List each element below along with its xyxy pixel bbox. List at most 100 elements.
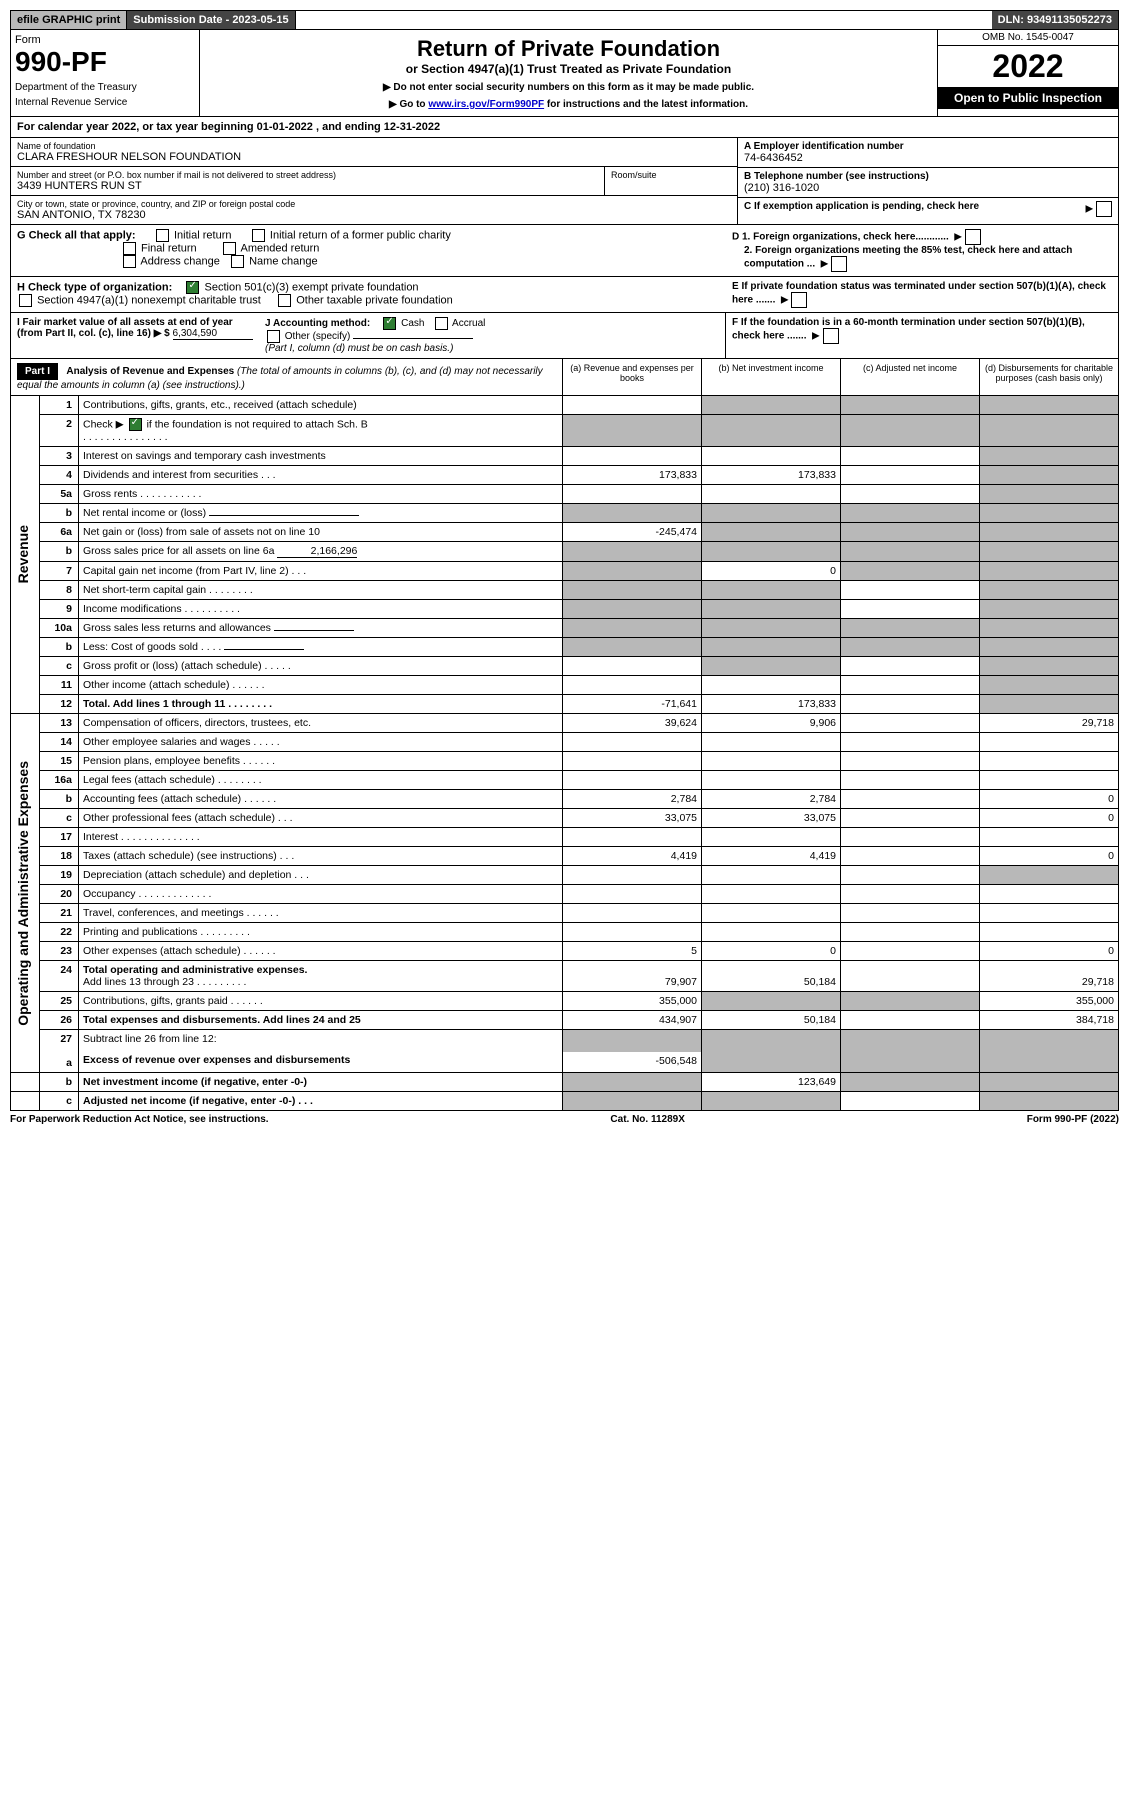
amended-return-checkbox[interactable] — [223, 242, 236, 255]
line-25-desc: Contributions, gifts, grants paid . . . … — [79, 992, 563, 1011]
section-ij-f: I Fair market value of all assets at end… — [10, 313, 1119, 359]
irs-label: Internal Revenue Service — [15, 97, 195, 108]
line-13-desc: Compensation of officers, directors, tru… — [79, 714, 563, 733]
accrual-checkbox[interactable] — [435, 317, 448, 330]
line-11-no: 11 — [40, 676, 79, 695]
l10b-line — [224, 649, 304, 650]
paperwork-notice: For Paperwork Reduction Act Notice, see … — [10, 1114, 269, 1125]
final-return-checkbox[interactable] — [123, 242, 136, 255]
h1-label: Section 501(c)(3) exempt private foundat… — [205, 281, 419, 293]
section-h-e: H Check type of organization: Section 50… — [10, 277, 1119, 313]
l13-a: 39,624 — [563, 714, 702, 733]
line-16a-no: 16a — [40, 771, 79, 790]
dln: DLN: 93491135052273 — [992, 11, 1118, 29]
line-16b-desc: Accounting fees (attach schedule) . . . … — [79, 790, 563, 809]
j-note: (Part I, column (d) must be on cash basi… — [265, 343, 453, 354]
line-8-no: 8 — [40, 581, 79, 600]
dept-treasury: Department of the Treasury — [15, 82, 195, 93]
501c3-checkbox[interactable] — [186, 281, 199, 294]
foundation-name: CLARA FRESHOUR NELSON FOUNDATION — [17, 151, 731, 163]
submission-date: Submission Date - 2023-05-15 — [127, 11, 295, 29]
l24-bold: Total operating and administrative expen… — [83, 964, 307, 976]
irs-link[interactable]: www.irs.gov/Form990PF — [428, 99, 544, 110]
line-12-desc: Total. Add lines 1 through 11 . . . . . … — [79, 695, 563, 714]
form-header: Form 990-PF Department of the Treasury I… — [10, 30, 1119, 117]
line-2-no: 2 — [40, 415, 79, 447]
other-taxable-checkbox[interactable] — [278, 294, 291, 307]
form-subtitle: or Section 4947(a)(1) Trust Treated as P… — [206, 62, 931, 76]
col-a-header: (a) Revenue and expenses per books — [562, 359, 701, 395]
l16b-b: 2,784 — [702, 790, 841, 809]
l25-d: 355,000 — [980, 992, 1119, 1011]
l12-a: -71,641 — [563, 695, 702, 714]
l10b-text: Less: Cost of goods sold . . . . — [83, 641, 221, 653]
line-2-desc: Check ▶ if the foundation is not require… — [79, 415, 563, 447]
l10a-text: Gross sales less returns and allowances — [83, 622, 271, 634]
l23-a: 5 — [563, 942, 702, 961]
g5-label: Address change — [140, 255, 220, 267]
d2-checkbox[interactable] — [831, 256, 847, 272]
l6a-a: -245,474 — [563, 523, 702, 542]
exemption-checkbox[interactable] — [1096, 201, 1112, 217]
l5b-text: Net rental income or (loss) — [83, 507, 206, 519]
section-g-d: G Check all that apply: Initial return I… — [10, 225, 1119, 277]
line-17-no: 17 — [40, 828, 79, 847]
l18-a: 4,419 — [563, 847, 702, 866]
line-3-desc: Interest on savings and temporary cash i… — [79, 447, 563, 466]
line-4-desc: Dividends and interest from securities .… — [79, 466, 563, 485]
g1-label: Initial return — [174, 229, 231, 241]
note-link: ▶ Go to www.irs.gov/Form990PF for instru… — [206, 99, 931, 110]
line-7-desc: Capital gain net income (from Part IV, l… — [79, 562, 563, 581]
line-23-desc: Other expenses (attach schedule) . . . .… — [79, 942, 563, 961]
line-6b-desc: Gross sales price for all assets on line… — [79, 542, 563, 562]
f-checkbox[interactable] — [823, 328, 839, 344]
line-9-desc: Income modifications . . . . . . . . . . — [79, 600, 563, 619]
l24-b: 50,184 — [702, 961, 841, 992]
l26-b: 50,184 — [702, 1011, 841, 1030]
efile-label[interactable]: efile GRAPHIC print — [11, 11, 127, 29]
l16c-d: 0 — [980, 809, 1119, 828]
fmv-value: 6,304,590 — [173, 328, 253, 340]
l13-d: 29,718 — [980, 714, 1119, 733]
l2-dots: . . . . . . . . . . . . . . . — [83, 431, 168, 443]
schb-checkbox[interactable] — [129, 418, 142, 431]
revenue-expense-table: Revenue 1 Contributions, gifts, grants, … — [10, 396, 1119, 1111]
line-1-no: 1 — [40, 396, 79, 415]
line-9-no: 9 — [40, 600, 79, 619]
line-27b-desc: Net investment income (if negative, ente… — [79, 1073, 563, 1092]
line-24-desc: Total operating and administrative expen… — [79, 961, 563, 992]
part1-title: Analysis of Revenue and Expenses — [66, 366, 234, 377]
line-8-desc: Net short-term capital gain . . . . . . … — [79, 581, 563, 600]
line-10a-desc: Gross sales less returns and allowances — [79, 619, 563, 638]
line-18-no: 18 — [40, 847, 79, 866]
l4-b: 173,833 — [702, 466, 841, 485]
d2-label: 2. Foreign organizations meeting the 85%… — [744, 245, 1072, 270]
l27a-a: -506,548 — [563, 1052, 701, 1072]
l16b-a: 2,784 — [563, 790, 702, 809]
line-23-no: 23 — [40, 942, 79, 961]
note2-post: for instructions and the latest informat… — [544, 99, 748, 110]
l16c-b: 33,075 — [702, 809, 841, 828]
name-change-checkbox[interactable] — [231, 255, 244, 268]
d1-checkbox[interactable] — [965, 229, 981, 245]
line-14-no: 14 — [40, 733, 79, 752]
address-change-checkbox[interactable] — [123, 255, 136, 268]
revenue-section-label: Revenue — [15, 525, 31, 583]
addr-label: Number and street (or P.O. box number if… — [17, 170, 598, 180]
line-21-no: 21 — [40, 904, 79, 923]
phone-label: B Telephone number (see instructions) — [744, 171, 1112, 182]
form-title: Return of Private Foundation — [206, 36, 931, 62]
initial-former-checkbox[interactable] — [252, 229, 265, 242]
l2-post: if the foundation is not required to att… — [144, 418, 368, 430]
ein-value: 74-6436452 — [744, 152, 1112, 164]
4947-checkbox[interactable] — [19, 294, 32, 307]
cash-checkbox[interactable] — [383, 317, 396, 330]
l13-b: 9,906 — [702, 714, 841, 733]
g4-label: Amended return — [241, 242, 320, 254]
line-6a-desc: Net gain or (loss) from sale of assets n… — [79, 523, 563, 542]
initial-return-checkbox[interactable] — [156, 229, 169, 242]
h3-label: Other taxable private foundation — [296, 294, 453, 306]
e-checkbox[interactable] — [791, 292, 807, 308]
other-method-checkbox[interactable] — [267, 330, 280, 343]
l7-b: 0 — [702, 562, 841, 581]
